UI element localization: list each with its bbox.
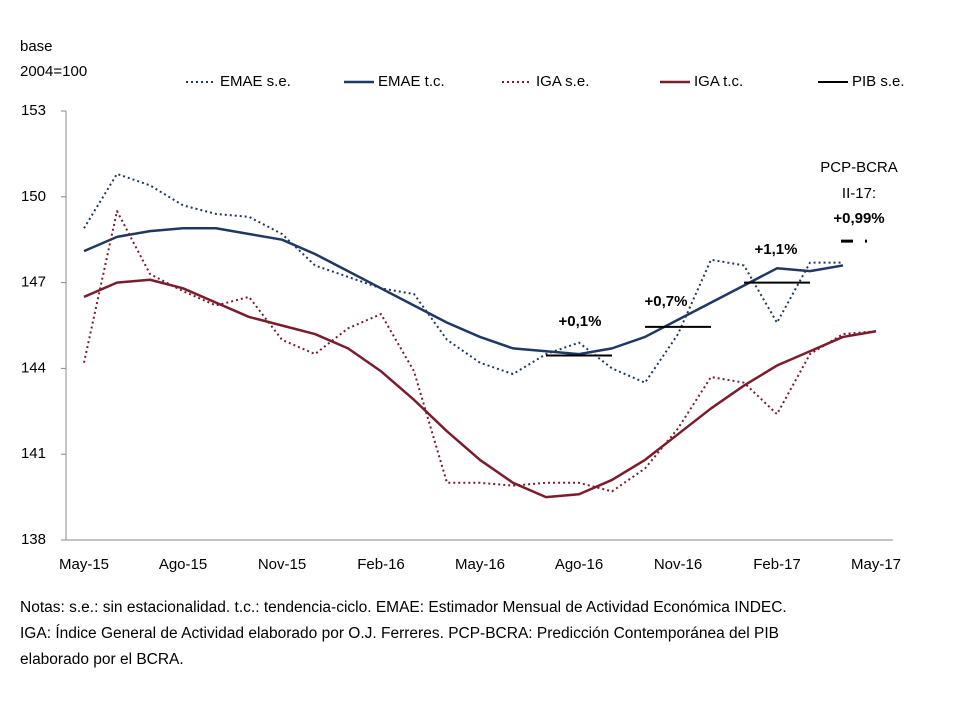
y-tick-label: 147 [21,274,46,291]
y-tick-label: 150 [21,188,46,205]
forecast-label: II-17: [842,185,876,202]
forecast-label: PCP-BCRA [820,159,898,176]
note: elaborado por el BCRA. [20,651,184,668]
y-tick-label: 144 [21,359,46,376]
annotation: +1,1% [755,241,798,258]
x-tick-label: Ago-15 [159,556,207,573]
x-tick-label: May-17 [851,556,901,573]
x-tick-label: May-15 [59,556,109,573]
annotation: +0,1% [559,313,602,330]
x-tick-label: Feb-16 [357,556,405,573]
legend-label: PIB s.e. [852,73,905,90]
x-tick-label: Ago-16 [555,556,603,573]
legend-label: IGA s.e. [536,73,589,90]
forecast-label: +0,99% [833,210,884,227]
series-line [83,227,844,356]
x-tick-label: Nov-15 [258,556,306,573]
y-tick-label: 153 [21,102,46,119]
x-tick-label: Nov-16 [654,556,702,573]
note: IGA: Índice General de Actividad elabora… [20,625,779,642]
legend-label: EMAE s.e. [220,73,291,90]
y-axis-label: 2004=100 [20,63,87,80]
legend-label: IGA t.c. [694,73,743,90]
series-line [83,210,877,493]
series-line [83,172,843,384]
x-tick-label: May-16 [455,556,505,573]
x-tick-label: Feb-17 [753,556,801,573]
legend-label: EMAE t.c. [378,73,445,90]
y-tick-label: 138 [21,531,46,548]
y-tick-label: 141 [21,445,46,462]
series-line [83,278,877,499]
note: Notas: s.e.: sin estacionalidad. t.c.: t… [20,599,787,616]
y-axis-label: base [20,38,53,55]
annotation: +0,7% [645,293,688,310]
